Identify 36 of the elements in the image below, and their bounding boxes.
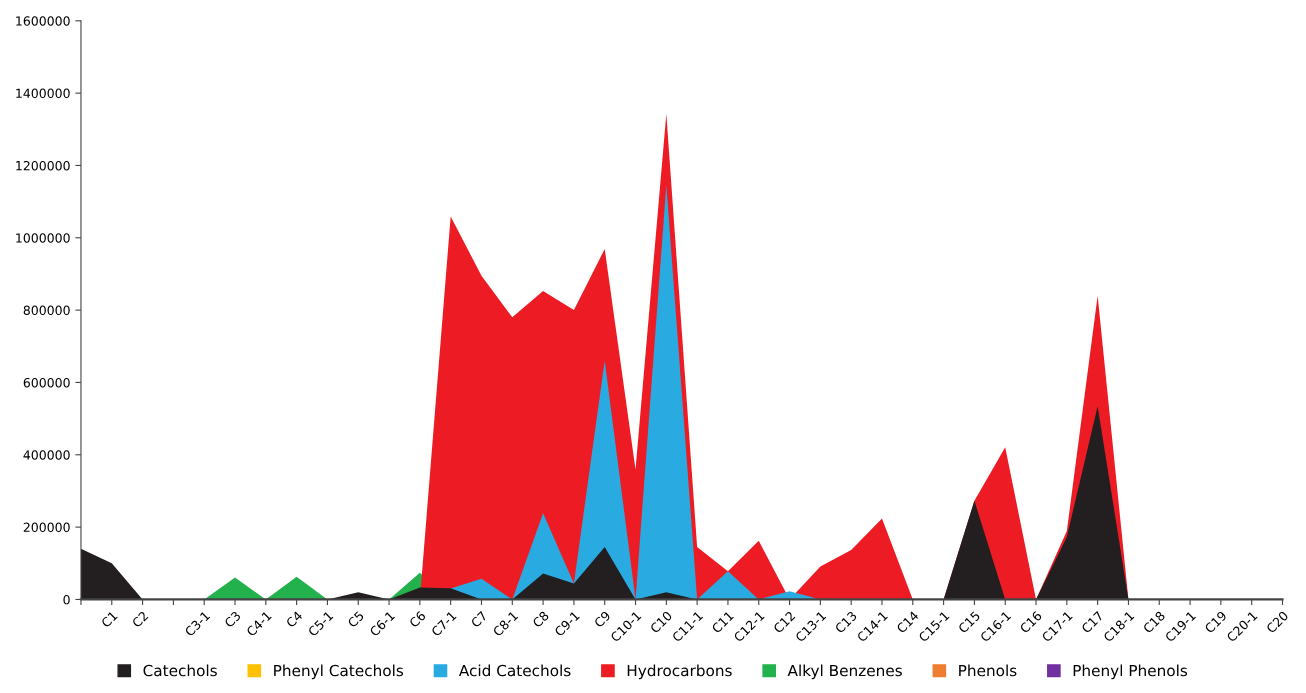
y-tick-label: 1600000 xyxy=(16,16,70,26)
legend-label: Phenols xyxy=(959,664,1017,677)
y-tick-label: 400000 xyxy=(23,450,70,460)
legend-label: Hydrocarbons xyxy=(627,664,732,680)
x-tick-label: C3 xyxy=(223,610,242,628)
x-tick-label: C16 xyxy=(1019,610,1043,634)
x-tick-label: C7 xyxy=(470,610,488,628)
x-tick-label: C14 xyxy=(896,610,920,634)
x-tick-label: C8 xyxy=(531,610,550,628)
y-tick-label: 0 xyxy=(63,594,70,605)
legend-label: Catechols xyxy=(143,664,217,677)
x-tick-label: C5 xyxy=(347,610,365,628)
y-tick-label: 600000 xyxy=(23,377,70,388)
legend-label: Phenyl Phenols xyxy=(1073,664,1188,680)
x-tick-label: C12 xyxy=(772,610,796,634)
x-tick-label: C18 xyxy=(1142,610,1166,634)
x-tick-label: C10 xyxy=(649,610,673,634)
x-tick-label: C6 xyxy=(408,610,427,628)
y-tick-label: 1200000 xyxy=(16,160,70,171)
x-tick-label: C4 xyxy=(285,610,303,628)
x-tick-label: C19 xyxy=(1204,610,1228,634)
x-tick-label: C20 xyxy=(1265,610,1289,634)
y-tick-label: 800000 xyxy=(23,305,70,316)
y-tick-label: 1000000 xyxy=(16,233,70,243)
legend-label: Acid Catechols xyxy=(458,664,571,677)
y-tick-label: 1400000 xyxy=(16,88,70,99)
x-tick-label: C17 xyxy=(1080,610,1104,634)
x-tick-label: C9 xyxy=(593,610,611,628)
legend-label: Alkyl Benzenes xyxy=(787,664,902,680)
x-tick-label: C2 xyxy=(131,610,149,628)
y-tick-label: 200000 xyxy=(23,522,70,533)
x-tick-label: C13 xyxy=(834,610,858,634)
x-tick-label: C1 xyxy=(100,610,118,628)
legend-label: Phenyl Catechols xyxy=(274,664,404,680)
x-tick-label: C11 xyxy=(711,610,734,634)
x-tick-label: C15 xyxy=(957,610,981,634)
